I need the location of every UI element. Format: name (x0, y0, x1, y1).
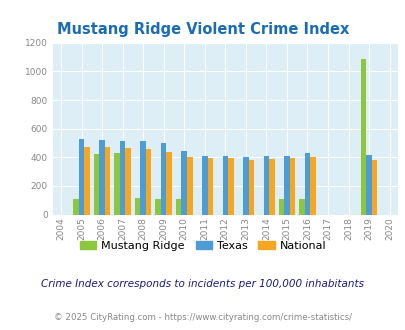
Bar (371, 160, 377, 214)
Bar (160, 143, 166, 214)
Bar (181, 151, 187, 214)
Bar (228, 158, 233, 214)
Bar (187, 157, 192, 214)
Bar (278, 199, 284, 214)
Bar (134, 198, 140, 214)
Bar (73, 199, 79, 214)
Bar (243, 157, 248, 214)
Bar (125, 148, 131, 214)
Bar (145, 149, 151, 214)
Bar (114, 153, 119, 214)
Bar (79, 139, 84, 214)
Bar (119, 141, 125, 214)
Bar (104, 147, 110, 214)
Text: Crime Index corresponds to incidents per 100,000 inhabitants: Crime Index corresponds to incidents per… (41, 279, 364, 289)
Text: © 2025 CityRating.com - https://www.cityrating.com/crime-statistics/: © 2025 CityRating.com - https://www.city… (54, 313, 351, 322)
Legend: Mustang Ridge, Texas, National: Mustang Ridge, Texas, National (75, 237, 330, 255)
Bar (155, 199, 160, 214)
Bar (298, 199, 304, 214)
Bar (166, 152, 172, 214)
Bar (269, 159, 274, 214)
Bar (175, 199, 181, 214)
Bar (309, 157, 315, 214)
Bar (84, 147, 90, 214)
Bar (360, 59, 365, 214)
Bar (207, 158, 213, 214)
Bar (202, 156, 207, 214)
Bar (140, 141, 145, 214)
Bar (365, 155, 371, 214)
Bar (304, 153, 309, 214)
Bar (94, 154, 99, 214)
Bar (263, 156, 269, 214)
Bar (284, 156, 289, 214)
Bar (289, 158, 294, 214)
Bar (248, 160, 254, 214)
Bar (99, 140, 104, 214)
Text: Mustang Ridge Violent Crime Index: Mustang Ridge Violent Crime Index (57, 22, 348, 37)
Bar (222, 156, 228, 214)
